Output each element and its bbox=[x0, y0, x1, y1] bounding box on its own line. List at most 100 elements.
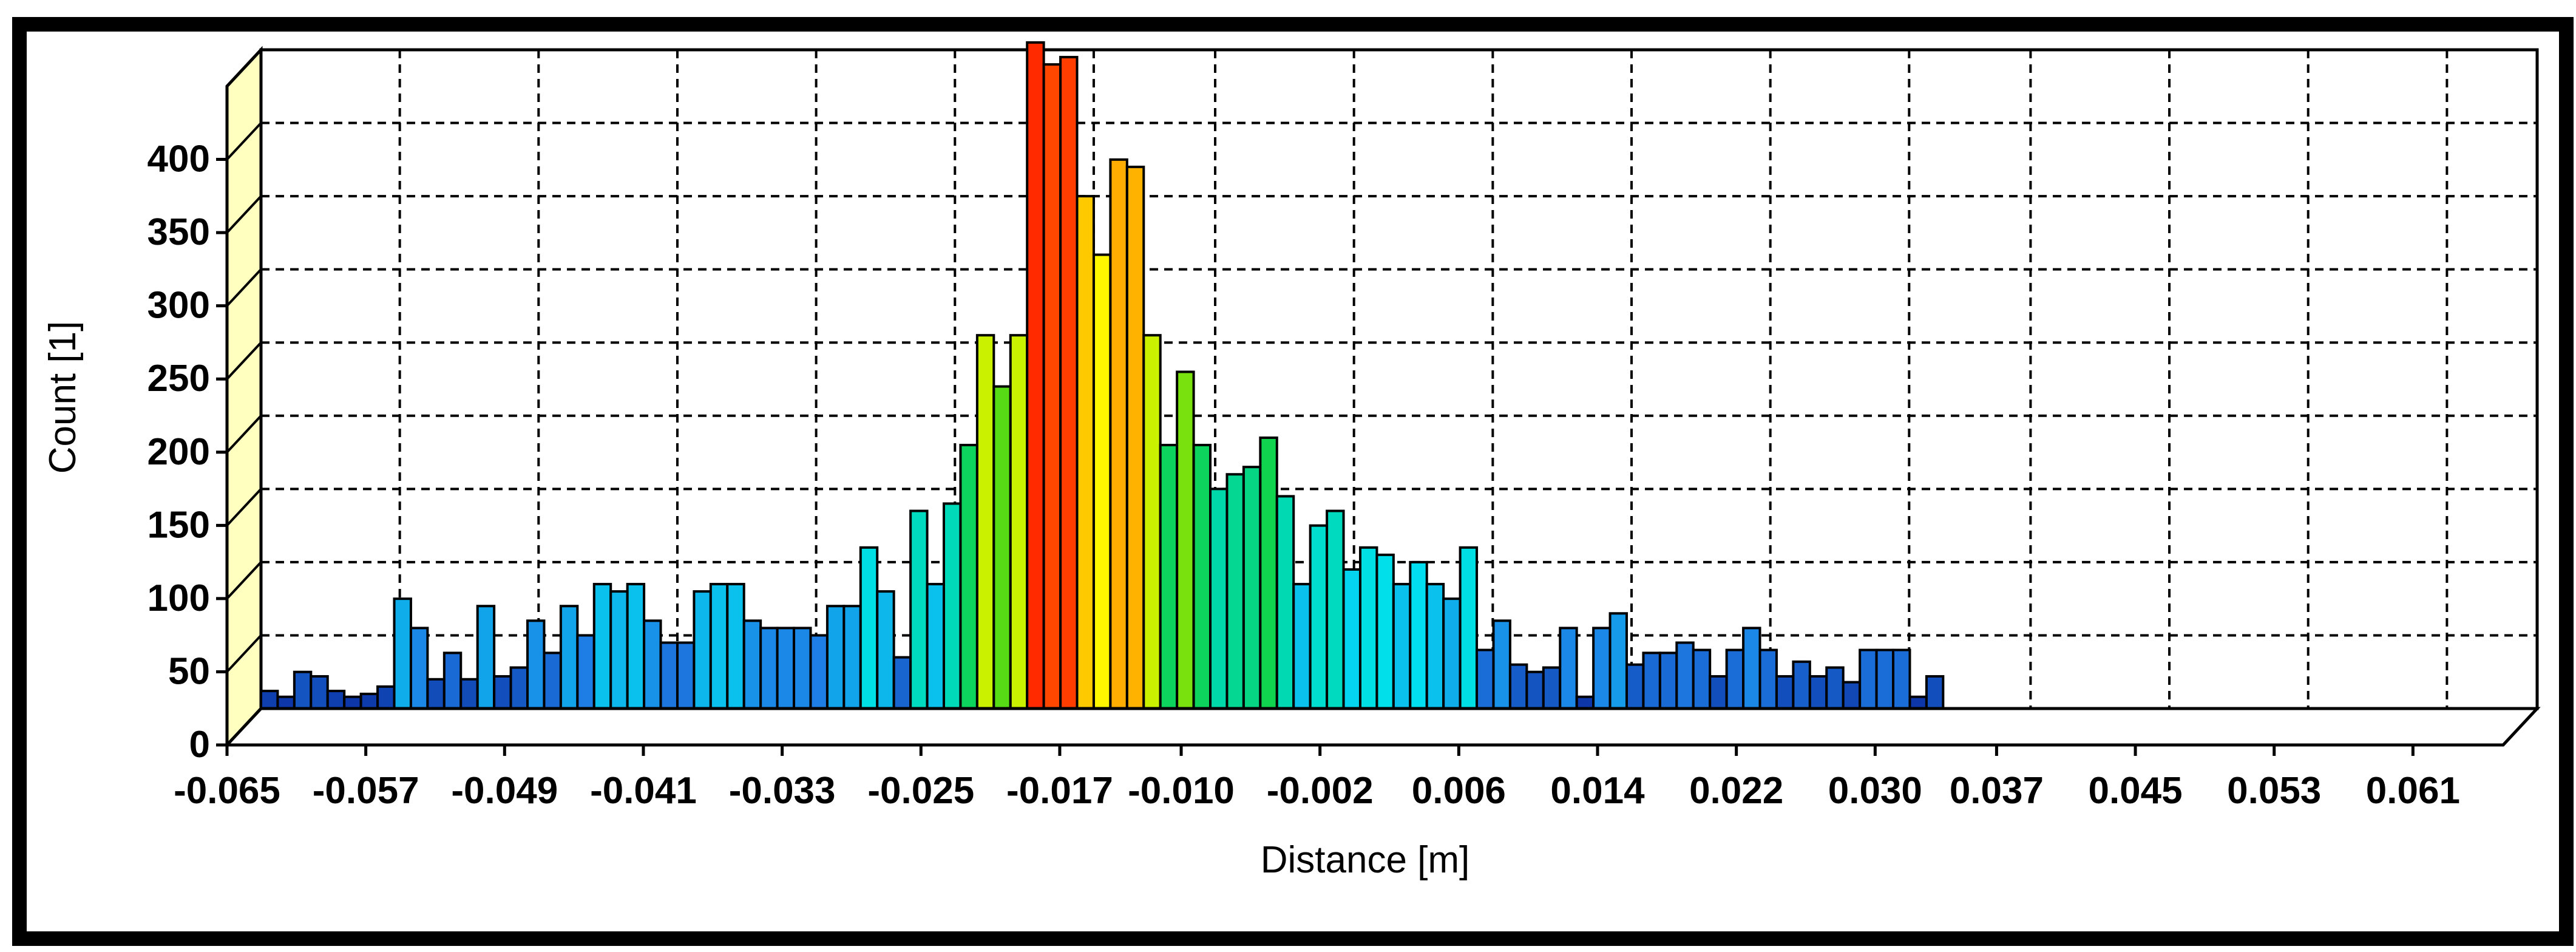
histogram-bar bbox=[1459, 546, 1479, 710]
y-axis-title: Count [1] bbox=[42, 321, 84, 474]
histogram-bar bbox=[809, 634, 829, 710]
histogram-bar bbox=[543, 651, 562, 710]
histogram-bar bbox=[1608, 612, 1629, 710]
chart-frame: 0 50 100 150 200 250 300 350 400 -0.065 -0.057 -0.… bbox=[12, 17, 2574, 946]
histogram-bar bbox=[343, 695, 362, 710]
x-tick-label: -0.010 bbox=[1128, 770, 1235, 812]
x-tick-label: 0.022 bbox=[1689, 770, 1783, 812]
x-tick-label: 0.053 bbox=[2227, 770, 2321, 812]
histogram-bar bbox=[576, 634, 595, 710]
histogram-bar bbox=[609, 590, 629, 710]
histogram-bar bbox=[1559, 627, 1578, 710]
histogram-bar bbox=[1742, 627, 1761, 710]
histogram-bar bbox=[659, 641, 679, 710]
histogram-bar bbox=[876, 590, 895, 710]
x-tick-label: 0.006 bbox=[1412, 770, 1506, 812]
x-tick-label: -0.057 bbox=[313, 770, 419, 812]
histogram-bar bbox=[1275, 495, 1295, 710]
side-tick-line bbox=[226, 415, 262, 454]
histogram-bar bbox=[909, 509, 929, 710]
histogram-bar bbox=[1725, 648, 1745, 710]
histogram-bar bbox=[975, 334, 995, 710]
histogram-bar bbox=[260, 690, 279, 710]
x-tick-label: 0.045 bbox=[2088, 770, 2182, 812]
histogram-bar bbox=[892, 656, 912, 710]
histogram-bar bbox=[409, 627, 429, 710]
y-tick-label: 400 bbox=[147, 138, 210, 180]
histogram-bar bbox=[1259, 436, 1278, 710]
histogram-bar bbox=[442, 651, 463, 710]
histogram-bar bbox=[943, 502, 962, 710]
histogram-bar bbox=[509, 666, 529, 710]
histogram-bar bbox=[793, 627, 812, 710]
histogram-bar bbox=[293, 670, 313, 710]
x-tick-label: -0.017 bbox=[1006, 770, 1113, 812]
floor bbox=[223, 707, 2541, 747]
histogram-bar bbox=[959, 444, 978, 710]
histogram-bar bbox=[1142, 334, 1162, 710]
side-tick-line bbox=[226, 122, 262, 160]
side-tick-line bbox=[226, 488, 262, 526]
histogram-bar bbox=[1209, 488, 1229, 710]
histogram-bar bbox=[1775, 675, 1795, 710]
histogram-bar bbox=[1808, 675, 1828, 710]
histogram-bar bbox=[1375, 553, 1395, 710]
histogram-bar bbox=[825, 605, 846, 710]
y-tick-label: 150 bbox=[147, 504, 210, 546]
histogram-bar bbox=[1242, 466, 1262, 710]
histogram-bar bbox=[926, 583, 946, 710]
histogram-bar bbox=[393, 597, 412, 710]
x-axis-title: Distance [m] bbox=[1261, 839, 1470, 881]
histogram-bar bbox=[276, 695, 296, 710]
histogram-bar bbox=[559, 605, 579, 710]
histogram-bar bbox=[1525, 670, 1545, 710]
side-tick-line bbox=[226, 341, 262, 380]
histogram-bar bbox=[1758, 648, 1778, 710]
histogram-bar bbox=[859, 546, 879, 710]
x-tick-label: 0.037 bbox=[1950, 770, 2044, 812]
histogram-bar bbox=[1925, 675, 1945, 710]
x-tick-label: 0.014 bbox=[1550, 770, 1645, 812]
histogram-bar bbox=[643, 619, 662, 710]
histogram-bar bbox=[1059, 56, 1079, 710]
grid-lines bbox=[226, 50, 2537, 746]
histogram-bar bbox=[1508, 663, 1528, 710]
x-tick-label: -0.041 bbox=[590, 770, 697, 812]
histogram-bar bbox=[1625, 663, 1645, 710]
histogram-bar bbox=[1658, 651, 1678, 710]
y-tick-label: 200 bbox=[147, 431, 210, 473]
histogram-bar bbox=[759, 627, 779, 710]
histogram-bar bbox=[1225, 473, 1245, 710]
histogram-bar bbox=[1176, 370, 1195, 710]
histogram-bar bbox=[1309, 524, 1329, 710]
x-tick-labels: -0.065 -0.057 -0.049 -0.041 -0.033 -0.025 -0.0… bbox=[174, 745, 2460, 812]
histogram-bar bbox=[1476, 648, 1495, 710]
histogram-bar bbox=[992, 385, 1012, 710]
histogram-bar bbox=[1908, 695, 1928, 710]
histogram-bar bbox=[1692, 648, 1712, 710]
x-tick-label: -0.033 bbox=[729, 770, 836, 812]
histogram-bar bbox=[426, 678, 446, 710]
histogram-bar bbox=[493, 675, 512, 710]
histogram-bar bbox=[1392, 583, 1412, 710]
histogram-bar bbox=[1092, 253, 1112, 710]
histogram-bar bbox=[1342, 568, 1361, 710]
histogram-bar bbox=[1442, 597, 1462, 710]
histogram-bar bbox=[1709, 675, 1728, 710]
histogram-bar bbox=[709, 583, 729, 710]
histogram-bar bbox=[1109, 158, 1128, 710]
histogram-bar bbox=[526, 619, 546, 710]
histogram-bar bbox=[1675, 641, 1695, 710]
histogram-bar bbox=[592, 583, 612, 710]
histogram-bar bbox=[476, 605, 496, 710]
histogram-bar bbox=[310, 675, 329, 710]
x-tick-label: -0.049 bbox=[451, 770, 558, 812]
histogram-bar bbox=[1292, 583, 1312, 710]
histogram-bar bbox=[726, 583, 745, 710]
histogram-bar bbox=[1875, 648, 1895, 710]
histogram-bar bbox=[1042, 63, 1062, 710]
side-tick-line bbox=[226, 195, 262, 234]
histogram-bar bbox=[1825, 666, 1845, 710]
histogram-bar bbox=[459, 678, 479, 710]
side-tick-line bbox=[226, 561, 262, 600]
